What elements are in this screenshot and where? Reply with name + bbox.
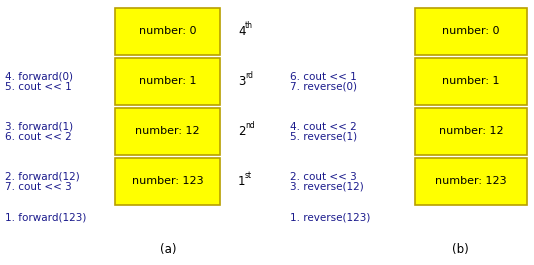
Text: 1: 1 bbox=[238, 175, 246, 188]
Text: (b): (b) bbox=[452, 244, 468, 257]
Text: number: 1: number: 1 bbox=[442, 77, 500, 86]
Bar bbox=[415, 58, 527, 105]
Text: 1. forward(123): 1. forward(123) bbox=[5, 213, 87, 223]
Text: 3. forward(1): 3. forward(1) bbox=[5, 121, 73, 131]
Text: 7. cout << 3: 7. cout << 3 bbox=[5, 182, 72, 192]
Text: 3. reverse(12): 3. reverse(12) bbox=[290, 182, 364, 192]
Bar bbox=[115, 58, 220, 105]
Text: number: 1: number: 1 bbox=[139, 77, 197, 86]
Text: number: 0: number: 0 bbox=[442, 26, 500, 37]
Bar bbox=[415, 158, 527, 205]
Text: 1. reverse(123): 1. reverse(123) bbox=[290, 213, 371, 223]
Bar bbox=[415, 8, 527, 55]
Text: nd: nd bbox=[245, 121, 255, 130]
Text: number: 123: number: 123 bbox=[132, 176, 203, 187]
Text: 2: 2 bbox=[238, 125, 246, 138]
Text: 4. cout << 2: 4. cout << 2 bbox=[290, 121, 357, 131]
Text: number: 12: number: 12 bbox=[135, 126, 200, 136]
Text: 3: 3 bbox=[238, 75, 246, 88]
Text: 7. reverse(0): 7. reverse(0) bbox=[290, 82, 357, 91]
Bar bbox=[115, 158, 220, 205]
Text: 2. cout << 3: 2. cout << 3 bbox=[290, 171, 357, 182]
Text: 5. cout << 1: 5. cout << 1 bbox=[5, 82, 72, 91]
Text: number: 12: number: 12 bbox=[439, 126, 504, 136]
Text: 2. forward(12): 2. forward(12) bbox=[5, 171, 80, 182]
Text: 6. cout << 1: 6. cout << 1 bbox=[290, 72, 357, 82]
Text: number: 123: number: 123 bbox=[435, 176, 507, 187]
Bar bbox=[115, 108, 220, 155]
Bar bbox=[115, 8, 220, 55]
Bar bbox=[415, 108, 527, 155]
Text: rd: rd bbox=[245, 71, 253, 80]
Text: (a): (a) bbox=[160, 244, 176, 257]
Text: 6. cout << 2: 6. cout << 2 bbox=[5, 131, 72, 142]
Text: 4. forward(0): 4. forward(0) bbox=[5, 72, 73, 82]
Text: 4: 4 bbox=[238, 25, 246, 38]
Text: 5. reverse(1): 5. reverse(1) bbox=[290, 131, 357, 142]
Text: st: st bbox=[245, 171, 252, 180]
Text: th: th bbox=[245, 21, 253, 30]
Text: number: 0: number: 0 bbox=[139, 26, 197, 37]
